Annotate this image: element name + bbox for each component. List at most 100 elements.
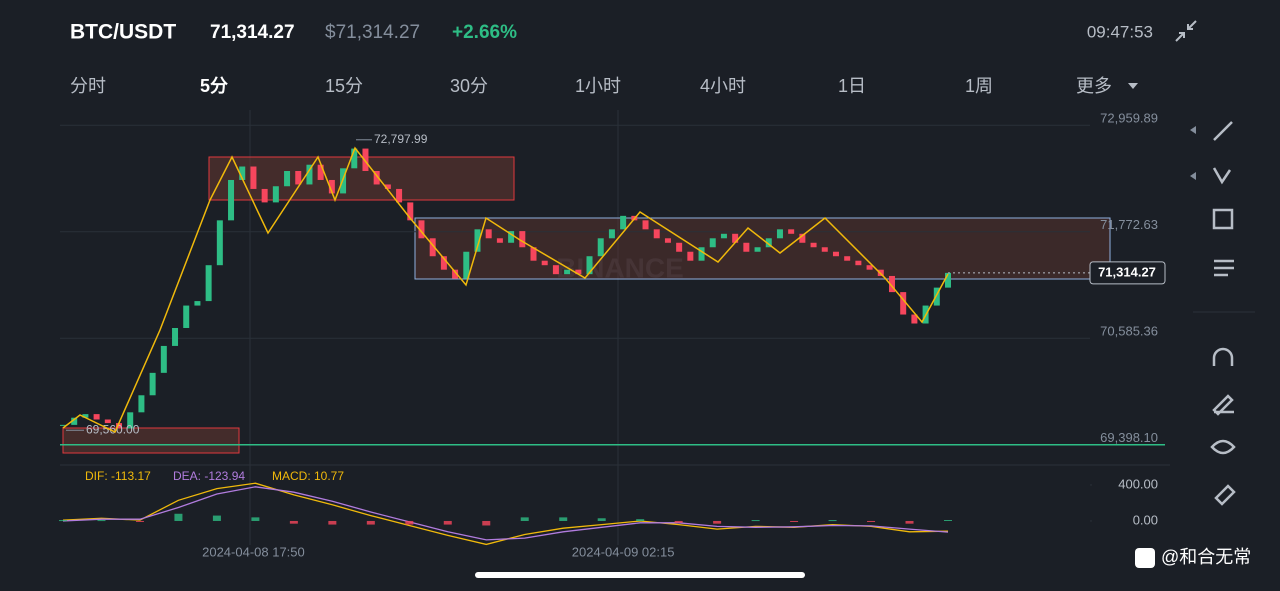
zigzag-drawing <box>62 146 949 434</box>
change: +2.66% <box>452 22 517 43</box>
candle <box>60 424 66 426</box>
candle <box>149 372 156 396</box>
timeframe-tab[interactable]: 1小时 <box>575 76 621 96</box>
zone-box <box>208 156 515 201</box>
macd-bar <box>828 520 837 522</box>
candle <box>160 345 167 373</box>
candle <box>866 265 873 270</box>
legend-entry: MACD: 10.77 <box>272 469 344 483</box>
timeframe-tab[interactable]: 分时 <box>70 76 106 96</box>
candle <box>317 164 324 180</box>
macd-bar <box>405 520 414 525</box>
candle <box>440 256 447 270</box>
macd-bar <box>366 520 375 525</box>
macd-bar <box>790 520 799 522</box>
candle <box>575 269 582 275</box>
candle <box>676 242 683 252</box>
candle <box>216 220 223 266</box>
candle <box>552 265 559 275</box>
candle <box>362 148 369 172</box>
macd-bar <box>559 517 568 521</box>
candle <box>642 220 649 230</box>
candle <box>104 419 111 424</box>
macd-bar <box>482 520 491 526</box>
y-tick-label: 70,585.36 <box>1100 324 1158 339</box>
candle <box>384 184 391 189</box>
candle <box>429 238 436 257</box>
timeframe-tab[interactable]: 5分 <box>200 76 228 96</box>
candle <box>653 229 660 239</box>
macd-bar <box>59 520 67 522</box>
legend-entry: DIF: -113.17 <box>85 469 151 483</box>
candle <box>597 238 604 257</box>
pen-tool[interactable] <box>1212 394 1234 416</box>
macd-bar <box>674 520 683 523</box>
candle <box>888 275 895 293</box>
candle <box>933 287 940 306</box>
candle <box>844 256 851 261</box>
collapse-icon[interactable] <box>1175 20 1197 42</box>
watermark: BINANCE <box>556 252 684 283</box>
candle <box>855 260 862 266</box>
candle <box>272 186 279 203</box>
candle <box>306 164 313 185</box>
candle <box>799 233 806 243</box>
usd-price: $71,314.27 <box>325 22 420 43</box>
macd-bar <box>443 520 452 525</box>
home-indicator <box>475 572 805 578</box>
candle <box>194 301 201 306</box>
timeframe-tab[interactable]: 4小时 <box>700 76 746 96</box>
wave-tool[interactable] <box>1212 167 1232 185</box>
more-arrow[interactable] <box>1128 83 1138 89</box>
timeframe-tab[interactable]: 30分 <box>450 76 488 96</box>
magnet-tool[interactable] <box>1212 347 1234 366</box>
candle <box>788 229 795 234</box>
candle <box>821 247 828 252</box>
macd-bar <box>328 520 337 525</box>
candle <box>519 231 526 248</box>
macd-bar <box>751 520 760 522</box>
candle <box>732 233 739 243</box>
timeframe-tab[interactable]: 15分 <box>325 76 363 96</box>
candle <box>205 265 212 302</box>
price: 71,314.27 <box>210 22 295 43</box>
candle <box>911 314 918 324</box>
candle <box>295 171 302 185</box>
candle <box>664 238 671 243</box>
y-tick-label: 0.00 <box>1133 512 1158 527</box>
candle <box>93 414 100 420</box>
trendline-tool[interactable] <box>1213 121 1233 141</box>
high-label: 72,797.99 <box>374 132 428 146</box>
visibility-tool[interactable] <box>1210 439 1236 455</box>
macd-bar <box>212 515 221 521</box>
candle <box>261 188 268 203</box>
candle <box>138 395 145 413</box>
macd-bar <box>905 520 914 524</box>
macd-bar <box>944 520 952 522</box>
macd-bar <box>597 518 606 521</box>
candle <box>508 231 515 243</box>
candle <box>127 412 134 429</box>
candle <box>71 417 78 425</box>
timeframe-tab[interactable]: 1日 <box>838 76 866 96</box>
macd-bar <box>636 519 645 521</box>
candle <box>586 256 593 275</box>
macd-bar <box>713 520 722 524</box>
rect-tool[interactable] <box>1212 208 1234 230</box>
macd-bar <box>174 513 183 521</box>
candle <box>765 238 772 248</box>
fib-tool[interactable] <box>1214 259 1234 277</box>
candle <box>608 229 615 239</box>
last-price-box <box>1089 261 1166 285</box>
candle <box>82 414 89 418</box>
timeframe-tab[interactable]: 更多 <box>1076 76 1112 96</box>
candle <box>743 242 750 252</box>
macd-bar <box>289 520 298 524</box>
macd-bar <box>135 520 144 522</box>
candle <box>228 179 235 221</box>
timeframe-tab[interactable]: 1周 <box>965 76 993 96</box>
legend-entry: DEA: -123.94 <box>173 469 245 483</box>
candle <box>284 171 291 187</box>
eraser-tool[interactable] <box>1214 484 1236 506</box>
